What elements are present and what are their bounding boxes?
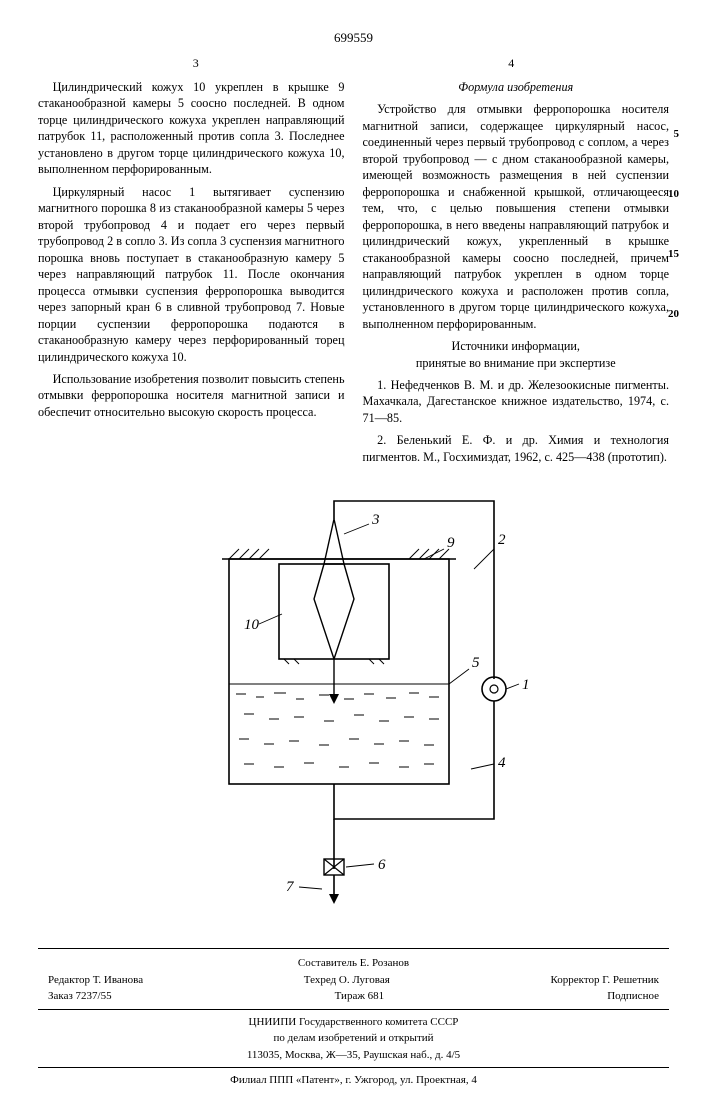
apparatus-diagram: 3 9 2 10 5 1 4 6 7 (38, 489, 669, 934)
right-column: 5 10 15 20 Формула изобретения Устройств… (363, 79, 670, 471)
ln-10: 10 (668, 187, 679, 202)
left-p1: Цилиндрический кожух 10 укреплен в крышк… (38, 79, 345, 178)
lbl-4: 4 (498, 755, 506, 771)
footer-compiler: Составитель Е. Розанов (38, 955, 669, 972)
lbl-7: 7 (286, 879, 295, 895)
left-p2: Циркулярный насос 1 вытягивает суспензию… (38, 184, 345, 365)
footer-block: Составитель Е. Розанов Редактор Т. Ивано… (38, 948, 669, 1089)
footer-sub: Подписное (607, 988, 659, 1005)
sources-title: Источники информации, принятые во вниман… (363, 338, 670, 371)
source-2: 2. Беленький Е. Ф. и др. Химия и техноло… (363, 432, 670, 465)
ln-20: 20 (668, 307, 679, 322)
footer-order: Заказ 7237/55 (48, 988, 112, 1005)
ln-15: 15 (668, 247, 679, 262)
ln-5: 5 (674, 127, 680, 142)
page-num-left: 3 (193, 56, 199, 71)
lbl-5: 5 (472, 655, 480, 671)
lbl-9: 9 (447, 535, 455, 551)
footer-editor: Редактор Т. Иванова (48, 972, 143, 989)
footer-org2: по делам изобретений и открытий (38, 1030, 669, 1047)
right-p1: Устройство для отмывки ферропорошка носи… (363, 101, 670, 332)
footer-corrector: Корректор Г. Решетник (550, 972, 659, 989)
footer-tirazh: Тираж 681 (335, 988, 385, 1005)
footer-tech: Техред О. Луговая (304, 972, 390, 989)
lbl-10: 10 (244, 617, 260, 633)
document-number: 699559 (38, 30, 669, 46)
left-p3: Использование изобретения позволит повыс… (38, 371, 345, 420)
lbl-6: 6 (378, 857, 386, 873)
footer-filial: Филиал ППП «Патент», г. Ужгород, ул. Про… (38, 1072, 669, 1089)
lbl-1: 1 (522, 677, 530, 693)
formula-title: Формула изобретения (363, 79, 670, 95)
source-1: 1. Нефедченков В. М. и др. Железоокисные… (363, 377, 670, 426)
footer-org1: ЦНИИПИ Государственного комитета СССР (38, 1014, 669, 1031)
lbl-3: 3 (371, 512, 380, 528)
left-column: Цилиндрический кожух 10 укреплен в крышк… (38, 79, 345, 471)
footer-addr: 113035, Москва, Ж—35, Раушская наб., д. … (38, 1047, 669, 1064)
lbl-2: 2 (498, 532, 506, 548)
page-num-right: 4 (508, 56, 514, 71)
